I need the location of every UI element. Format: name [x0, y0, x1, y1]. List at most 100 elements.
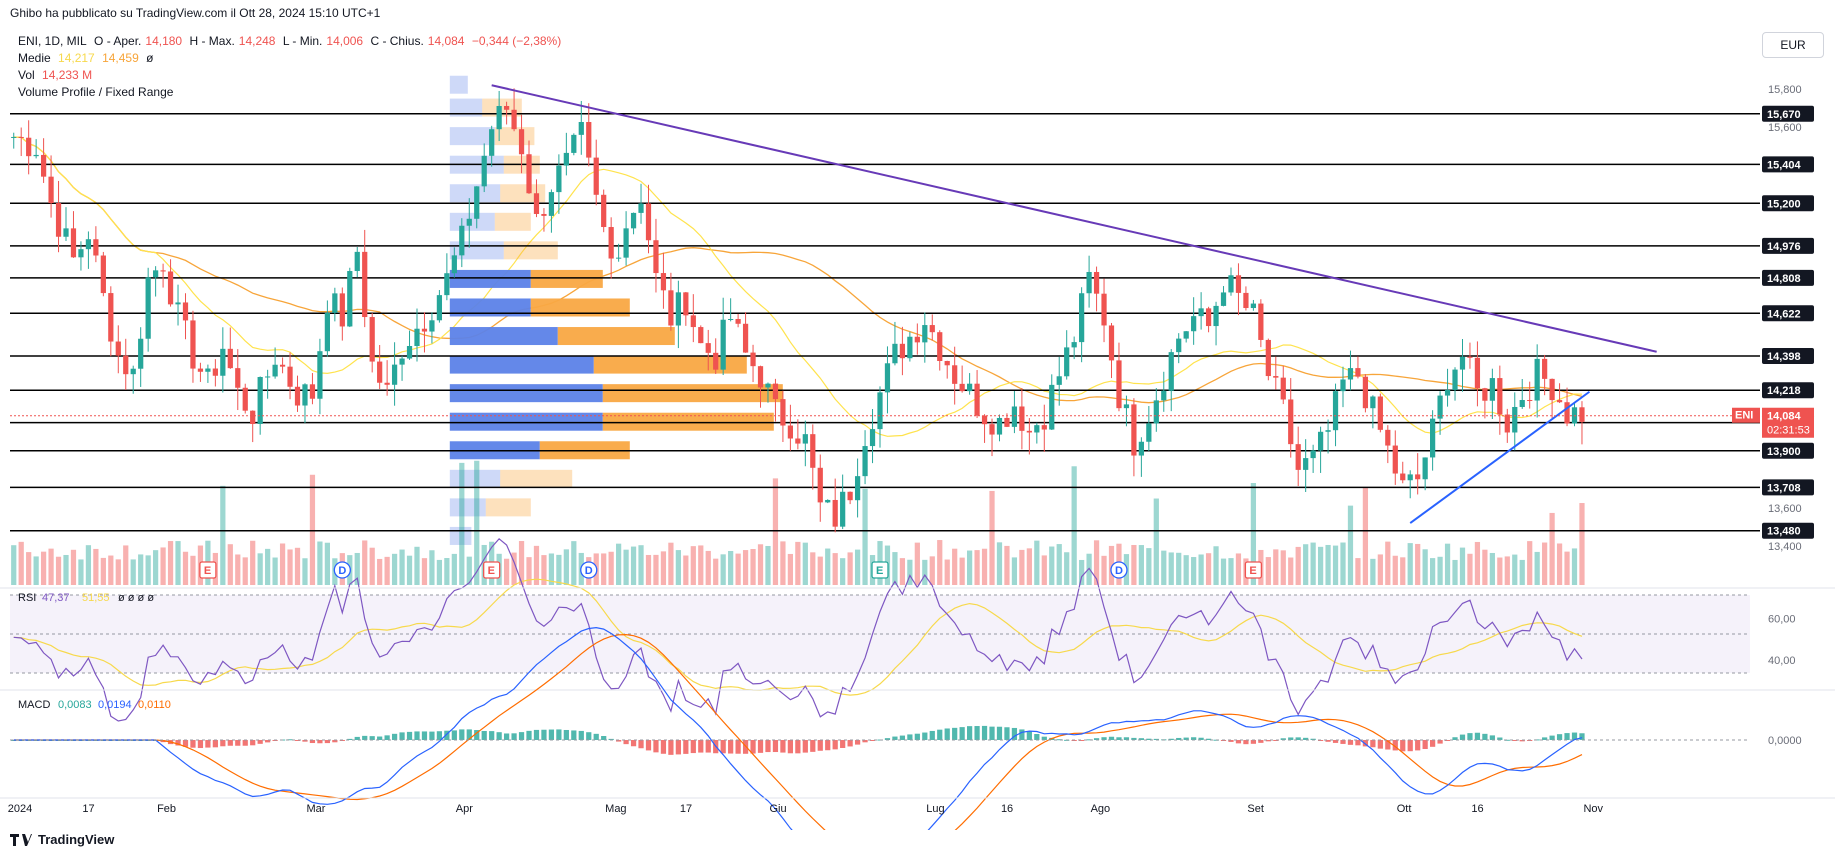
volume-bar	[391, 553, 398, 585]
candle-body	[765, 383, 771, 388]
candle-body	[1556, 400, 1563, 403]
candle-body	[698, 327, 704, 344]
macd-histogram-bar	[1168, 738, 1174, 740]
volume-bar	[227, 544, 233, 585]
candle-body	[1474, 357, 1481, 389]
volume-bar	[720, 554, 726, 585]
macd-histogram-bar	[190, 740, 196, 748]
candle-body	[227, 348, 233, 369]
macd-histogram-bar	[660, 740, 667, 754]
level-tag-label: 15,200	[1767, 198, 1801, 210]
candle-body	[399, 358, 405, 365]
level-tag-label: 13,900	[1767, 446, 1801, 458]
vp-legend[interactable]: Volume Profile / Fixed Range	[18, 85, 174, 99]
macd-histogram-bar	[414, 731, 420, 740]
volume-bar	[503, 558, 510, 585]
macd-histogram-bar	[944, 728, 950, 740]
volume-bar	[1295, 546, 1301, 585]
vol-legend[interactable]: Vol 14,233 M	[18, 68, 96, 82]
candle-body	[265, 376, 271, 378]
candle-body	[100, 255, 106, 294]
candle-body	[48, 176, 54, 204]
macd-histogram-bar	[922, 732, 928, 740]
level-tag-label: 14,976	[1767, 241, 1801, 253]
candle-body	[645, 203, 652, 241]
macd-histogram-bar	[1512, 740, 1518, 741]
macd-histogram-bar	[399, 732, 405, 740]
macd-histogram-bar	[1467, 733, 1473, 740]
candle-body	[974, 383, 980, 416]
volume-bar	[817, 556, 823, 585]
macd-histogram-bar	[182, 740, 189, 747]
candle-body	[616, 257, 622, 259]
vp-row-orange	[530, 269, 603, 288]
candle-body	[108, 293, 114, 342]
price-tick-label: 13,400	[1768, 541, 1802, 553]
rsi-legend-empty: ø ø ø ø	[118, 592, 154, 604]
macd-histogram-bar	[1385, 740, 1391, 750]
macd-histogram-bar	[1444, 740, 1451, 741]
candle-body	[586, 122, 592, 158]
candle-body	[354, 251, 360, 272]
macd-histogram-bar	[265, 740, 271, 743]
candle-body	[212, 368, 218, 376]
candle-body	[1422, 457, 1428, 480]
macd-histogram-bar	[1191, 737, 1197, 740]
event-marker-earnings	[199, 561, 217, 579]
macd-histogram-bar	[481, 730, 487, 740]
macd-histogram-bar	[1534, 739, 1540, 741]
candle-body	[735, 318, 741, 324]
candle-body	[825, 499, 831, 503]
macd-histogram-bar	[205, 740, 211, 748]
vp-row-orange	[530, 298, 630, 317]
volume-bar	[1108, 545, 1115, 585]
candle-body	[40, 154, 47, 177]
macd-histogram-bar	[1183, 737, 1189, 740]
volume-bar	[1444, 543, 1451, 585]
x-axis-label: 17	[680, 803, 692, 815]
volume-bar	[1280, 550, 1286, 585]
price-chart[interactable]: 15,800 15,600 13,600 13,400 15,670 15,404 15,2…	[0, 0, 1835, 830]
macd-histogram-bar	[466, 729, 472, 740]
volume-bar	[1183, 555, 1189, 585]
volume-bar	[907, 559, 913, 585]
volume-bar	[272, 557, 278, 585]
macd-histogram-bar	[907, 734, 913, 740]
symbol-legend[interactable]: ENI, 1D, MIL O - Aper. 14,180 H - Max. 14,…	[18, 34, 565, 48]
volume-bar	[250, 540, 256, 585]
macd-histogram-bar	[735, 740, 741, 754]
ma-legend[interactable]: Medie 14,217 14,459 ø	[18, 51, 157, 65]
high-value: 14,248	[238, 34, 276, 48]
candle-body	[1519, 399, 1525, 407]
macd-histogram-bar	[287, 739, 293, 741]
volume-bar	[1250, 483, 1257, 585]
macd-histogram-bar	[578, 730, 584, 740]
volume-bar	[765, 545, 771, 585]
volume-bar	[795, 541, 801, 585]
volume-bar	[309, 474, 316, 585]
macd-histogram-bar	[1392, 740, 1398, 751]
candle-body	[593, 157, 599, 195]
volume-bar	[705, 550, 711, 585]
macd-histogram-bar	[675, 740, 681, 755]
macd-histogram-bar	[840, 740, 846, 748]
macd-histogram-bar	[1093, 738, 1100, 740]
macd-histogram-bar	[377, 736, 383, 740]
candle-body	[892, 343, 898, 364]
currency-button[interactable]: EUR	[1762, 32, 1824, 58]
volume-bar	[847, 552, 853, 585]
candle-body	[1071, 342, 1077, 348]
candle-body	[414, 328, 420, 347]
volume-bar	[1564, 551, 1570, 585]
candle-body	[1385, 429, 1391, 446]
macd-histogram-bar	[220, 740, 226, 747]
volume-bar	[1079, 559, 1085, 585]
volume-bar	[1235, 553, 1242, 585]
volume-bar	[533, 545, 540, 585]
candle-body	[541, 213, 547, 216]
tradingview-brand[interactable]: TradingView	[10, 832, 114, 847]
macd-histogram-bar	[586, 732, 592, 740]
candle-body	[474, 186, 480, 219]
macd-histogram-bar	[1474, 732, 1481, 740]
event-marker-dividend	[1110, 561, 1128, 579]
